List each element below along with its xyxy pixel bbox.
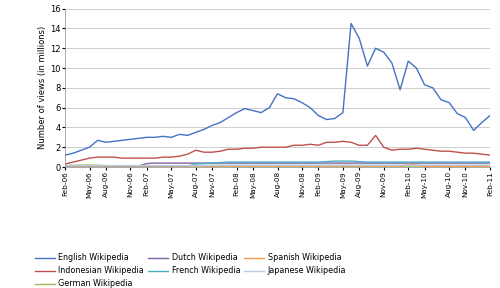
Spanish Wikipedia (307, 165, 313, 169)
English Wikipedia (316, 114, 322, 117)
Indonesian Wikipedia (176, 154, 182, 158)
Dutch Wikipedia (397, 161, 403, 165)
German Wikipedia (487, 164, 493, 168)
Indonesian Wikipedia (487, 154, 493, 157)
English Wikipedia (446, 101, 452, 105)
German Wikipedia (356, 164, 362, 168)
English Wikipedia (62, 154, 68, 157)
English Wikipedia (397, 88, 403, 92)
Indonesian Wikipedia (332, 141, 338, 144)
Spanish Wikipedia (446, 165, 452, 168)
English Wikipedia (348, 22, 354, 25)
Dutch Wikipedia (446, 161, 452, 165)
Indonesian Wikipedia (62, 162, 68, 166)
Line: Spanish Wikipedia: Spanish Wikipedia (65, 164, 490, 167)
German Wikipedia (406, 164, 411, 168)
French Wikipedia (446, 160, 452, 164)
Y-axis label: Number of views (in millions): Number of views (in millions) (38, 26, 48, 149)
Dutch Wikipedia (316, 161, 322, 165)
German Wikipedia (119, 164, 125, 168)
Dutch Wikipedia (487, 161, 493, 165)
Dutch Wikipedia (152, 161, 158, 165)
Dutch Wikipedia (340, 161, 346, 165)
Japanese Wikipedia (324, 163, 330, 167)
German Wikipedia (193, 164, 199, 168)
Spanish Wikipedia (487, 165, 493, 168)
Japanese Wikipedia (62, 164, 68, 167)
German Wikipedia (348, 164, 354, 168)
Dutch Wikipedia (62, 164, 68, 168)
English Wikipedia (487, 114, 493, 117)
French Wikipedia (487, 160, 493, 164)
Line: English Wikipedia: English Wikipedia (65, 24, 490, 155)
Spanish Wikipedia (389, 165, 395, 169)
German Wikipedia (332, 164, 338, 168)
Japanese Wikipedia (209, 163, 215, 167)
Indonesian Wikipedia (397, 147, 403, 151)
French Wikipedia (332, 159, 338, 163)
German Wikipedia (324, 164, 330, 168)
Dutch Wikipedia (324, 161, 330, 165)
Indonesian Wikipedia (316, 143, 322, 147)
French Wikipedia (176, 164, 182, 168)
Spanish Wikipedia (176, 165, 182, 169)
French Wikipedia (307, 160, 313, 164)
French Wikipedia (340, 159, 346, 163)
Japanese Wikipedia (397, 163, 403, 167)
Indonesian Wikipedia (446, 149, 452, 153)
Japanese Wikipedia (340, 163, 346, 167)
Japanese Wikipedia (487, 163, 493, 167)
Indonesian Wikipedia (372, 134, 378, 137)
Line: French Wikipedia: French Wikipedia (65, 161, 490, 166)
Japanese Wikipedia (446, 163, 452, 167)
Spanish Wikipedia (62, 165, 68, 169)
French Wikipedia (397, 160, 403, 164)
Line: Japanese Wikipedia: Japanese Wikipedia (65, 165, 490, 166)
English Wikipedia (176, 133, 182, 136)
Legend: English Wikipedia, Indonesian Wikipedia, German Wikipedia, Dutch Wikipedia, Fren: English Wikipedia, Indonesian Wikipedia,… (35, 253, 346, 288)
Line: Indonesian Wikipedia: Indonesian Wikipedia (65, 135, 490, 164)
Spanish Wikipedia (406, 162, 411, 166)
German Wikipedia (78, 163, 84, 167)
English Wikipedia (307, 106, 313, 109)
Indonesian Wikipedia (307, 143, 313, 146)
German Wikipedia (62, 164, 68, 167)
Spanish Wikipedia (316, 165, 322, 169)
French Wikipedia (62, 165, 68, 168)
Line: German Wikipedia: German Wikipedia (65, 165, 490, 166)
Spanish Wikipedia (332, 165, 338, 169)
Japanese Wikipedia (316, 163, 322, 167)
English Wikipedia (332, 117, 338, 120)
French Wikipedia (316, 160, 322, 164)
Dutch Wikipedia (184, 161, 190, 165)
Line: Dutch Wikipedia: Dutch Wikipedia (65, 163, 490, 166)
Japanese Wikipedia (176, 164, 182, 167)
